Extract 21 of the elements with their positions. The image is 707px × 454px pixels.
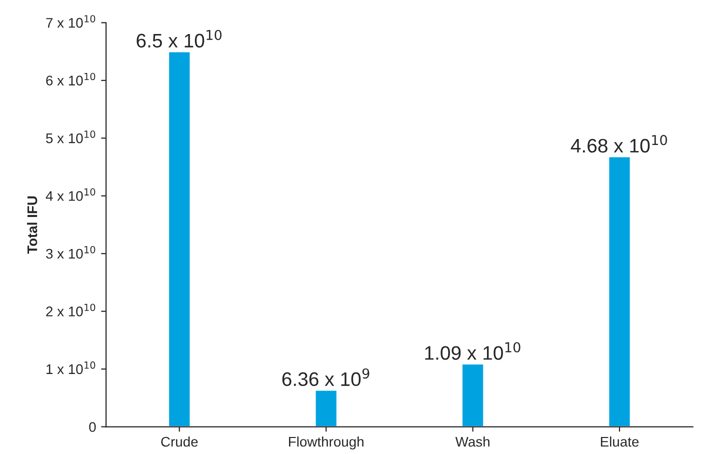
y-tick-label: 7 x 10$^{10}$	[46, 15, 96, 28]
x-tick-label: Flowthrough	[289, 436, 364, 450]
data-label: 6.5 x 10$^{10}$	[136, 30, 222, 48]
x-tick-label: Crude	[161, 436, 198, 447]
x-tick-label: Eluate	[600, 436, 639, 447]
y-axis-title: Total IFU	[26, 196, 38, 254]
y-tick-label: 4 x 10$^{10}$	[46, 188, 96, 201]
bar	[168, 50, 192, 427]
y-tick-label: 3 x 10$^{10}$	[46, 246, 96, 259]
bar	[314, 389, 338, 427]
bar	[608, 156, 632, 427]
y-tick-label: 0	[89, 422, 96, 432]
data-label: 1.09 x 10$^{10}$	[425, 342, 520, 360]
bar	[461, 363, 485, 427]
y-tick-label: 6 x 10$^{10}$	[46, 72, 96, 86]
x-tick-label: Wash	[455, 436, 490, 447]
data-label: 4.68 x 10$^{10}$	[570, 134, 668, 153]
y-tick-label: 1 x 10$^{10}$	[46, 361, 96, 374]
data-label: 6.36 x 10$^{9}$	[282, 368, 370, 386]
y-tick-label: 5 x 10$^{10}$	[46, 130, 96, 144]
y-tick-label: 2 x 10$^{10}$	[46, 304, 96, 316]
